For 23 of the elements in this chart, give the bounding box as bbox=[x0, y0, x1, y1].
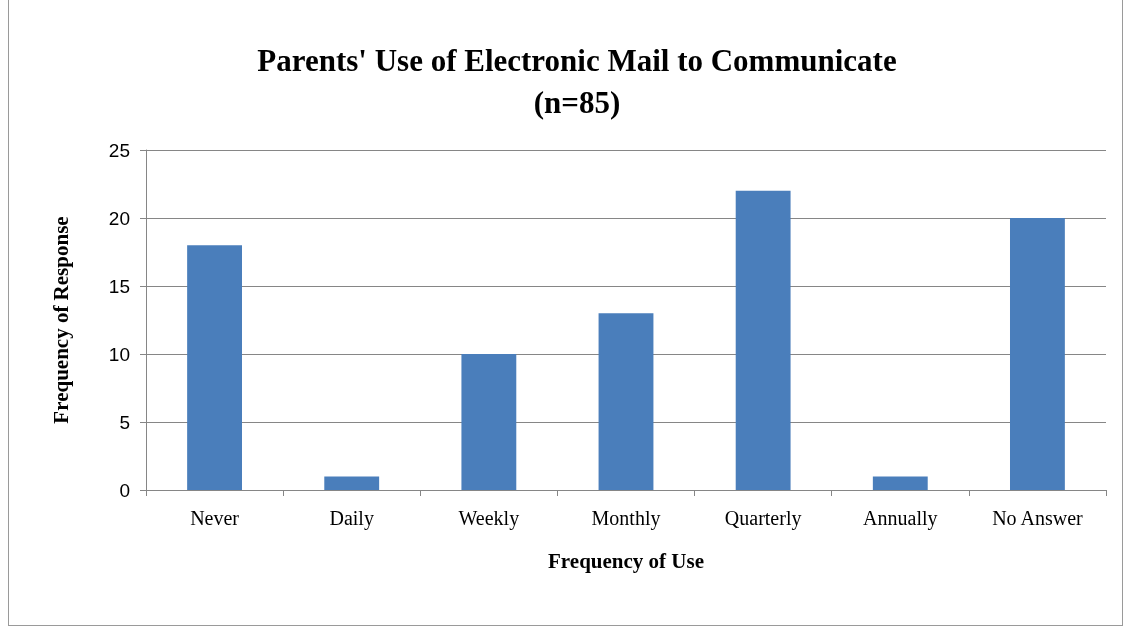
bar bbox=[461, 354, 517, 490]
x-tick-label: Quarterly bbox=[724, 507, 802, 530]
y-tick-label: 5 bbox=[119, 411, 130, 433]
y-tick-label: 10 bbox=[108, 343, 130, 365]
y-tick-label: 20 bbox=[108, 207, 130, 229]
bar bbox=[1010, 218, 1065, 490]
x-tick-label: Daily bbox=[329, 507, 374, 530]
chart-title: Parents' Use of Electronic Mail to Communicate (n=85) bbox=[257, 42, 897, 120]
bar bbox=[872, 476, 928, 490]
y-tick-label: 15 bbox=[108, 275, 130, 297]
x-tick-label: Weekly bbox=[458, 507, 520, 530]
x-tick-label: Never bbox=[190, 507, 240, 529]
bar bbox=[324, 476, 380, 490]
x-axis-title: Frequency of Use bbox=[548, 548, 704, 573]
bar bbox=[598, 313, 654, 490]
x-tick-label: No Answer bbox=[992, 507, 1084, 529]
x-tick-label: Monthly bbox=[591, 507, 661, 530]
bar bbox=[735, 190, 791, 490]
bar bbox=[187, 245, 242, 490]
y-axis-title: Frequency of Response bbox=[48, 216, 73, 424]
y-tick-label: 0 bbox=[119, 479, 130, 501]
y-tick-label: 25 bbox=[108, 139, 130, 161]
x-tick-label: Annually bbox=[863, 507, 938, 530]
